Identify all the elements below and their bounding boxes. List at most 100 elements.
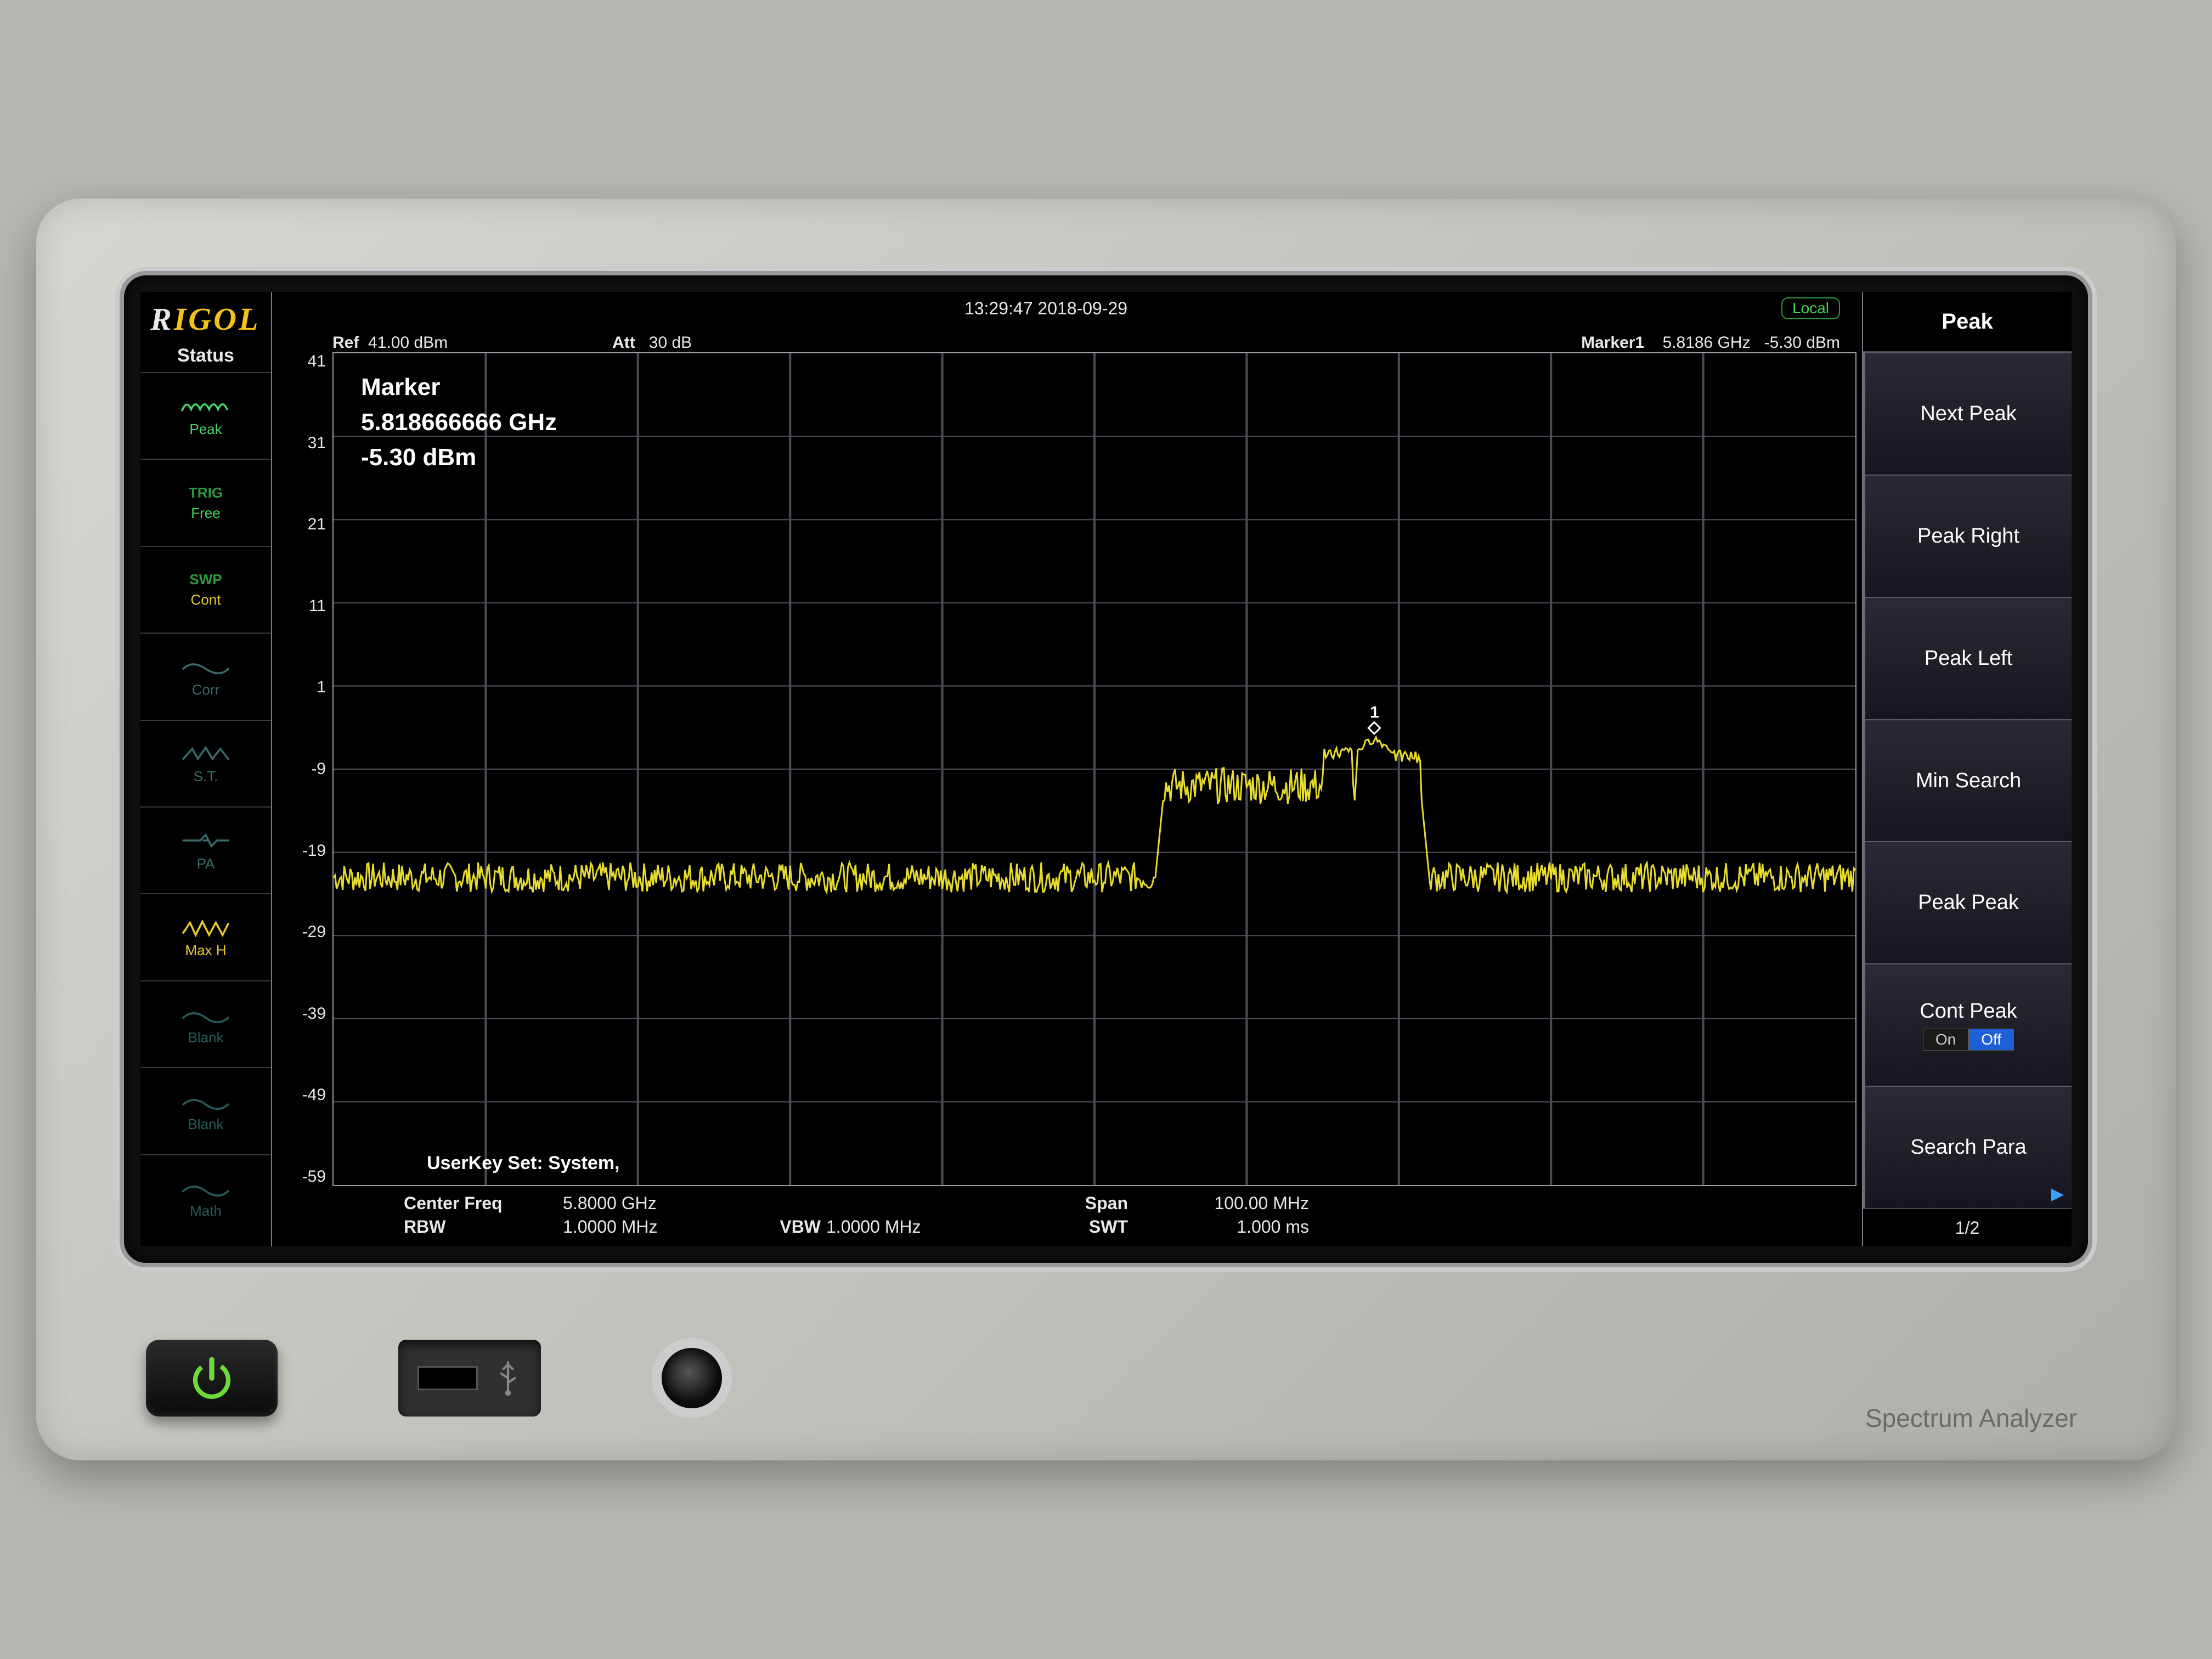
power-button[interactable] bbox=[146, 1340, 278, 1417]
toggle-on[interactable]: On bbox=[1923, 1029, 1968, 1051]
status-header: Status bbox=[140, 345, 271, 372]
status-label: Blank bbox=[188, 1116, 223, 1133]
status-item-s-t-[interactable]: S.T. bbox=[140, 720, 271, 806]
y-tick: -59 bbox=[302, 1167, 326, 1186]
status-label: Peak bbox=[189, 421, 222, 438]
menu-item-label: Peak Peak bbox=[1918, 891, 2019, 915]
usb-port[interactable] bbox=[398, 1340, 541, 1417]
menu-item-search-para[interactable]: Search Para ▶ bbox=[1863, 1086, 2072, 1208]
marker-box-amp: -5.30 dBm bbox=[361, 440, 557, 475]
marker1-label: Marker1 bbox=[1581, 334, 1644, 352]
device-frame: RIGOL Status Peak TRIG Free SWP Cont Corr S.… bbox=[36, 199, 2176, 1460]
local-badge[interactable]: Local bbox=[1781, 297, 1840, 319]
toggle-row: On Off bbox=[1923, 1029, 2014, 1051]
swt-value: 1.000 ms bbox=[1133, 1217, 1309, 1237]
trace-icon bbox=[181, 1176, 230, 1199]
y-tick: -49 bbox=[302, 1086, 326, 1104]
y-tick: -39 bbox=[302, 1005, 326, 1023]
menu-item-label: Search Para bbox=[1910, 1136, 2026, 1159]
span-label: Span bbox=[1018, 1193, 1128, 1214]
trace-icon bbox=[181, 916, 230, 939]
att-label: Att bbox=[612, 334, 635, 352]
marker-diamond: 1 bbox=[1369, 704, 1379, 733]
menu-item-label: Peak Left bbox=[1925, 647, 2013, 670]
trace-icon bbox=[181, 655, 230, 678]
y-tick: 21 bbox=[308, 515, 326, 534]
status-item-math[interactable]: Math bbox=[140, 1154, 271, 1241]
menu-title: Peak bbox=[1863, 292, 2072, 352]
y-tick: -19 bbox=[302, 842, 326, 860]
vbw-label: VBW bbox=[755, 1217, 821, 1237]
menu-item-label: Next Peak bbox=[1920, 402, 2016, 426]
ref-value: 41.00 dBm bbox=[368, 334, 448, 352]
trace-icon bbox=[181, 742, 230, 765]
y-tick: 11 bbox=[309, 597, 326, 616]
submenu-arrow-icon: ▶ bbox=[2051, 1184, 2064, 1204]
toggle-off[interactable]: Off bbox=[1968, 1029, 2014, 1051]
plot-wrap: 413121111-9-19-29-39-49-59 Marker 5.8186… bbox=[272, 352, 1862, 1186]
y-axis: 413121111-9-19-29-39-49-59 bbox=[278, 352, 332, 1186]
screen: RIGOL Status Peak TRIG Free SWP Cont Corr S.… bbox=[140, 292, 2072, 1246]
status-item-blank[interactable]: Blank bbox=[140, 1067, 271, 1154]
status-label: Corr bbox=[192, 681, 220, 698]
marker1-freq: 5.8186 GHz bbox=[1662, 334, 1750, 352]
menu-item-peak-left[interactable]: Peak Left bbox=[1863, 597, 2072, 719]
timestamp: 13:29:47 2018-09-29 bbox=[311, 298, 1781, 319]
y-tick: 1 bbox=[317, 678, 326, 697]
span-value: 100.00 MHz bbox=[1133, 1193, 1309, 1214]
menu-item-peak-right[interactable]: Peak Right bbox=[1863, 475, 2072, 597]
status-item-cont[interactable]: SWP Cont bbox=[140, 546, 271, 633]
aux-jack[interactable] bbox=[662, 1348, 722, 1408]
power-icon bbox=[187, 1353, 236, 1403]
rbw-value: 1.0000 MHz bbox=[563, 1217, 749, 1237]
brand-logo: RIGOL bbox=[140, 297, 271, 345]
trace-icon bbox=[181, 1090, 230, 1113]
device-type-label: Spectrum Analyzer bbox=[1865, 1403, 2077, 1433]
status-label: Cont bbox=[191, 591, 221, 608]
plot-canvas bbox=[334, 353, 1855, 1185]
status-label-top: TRIG bbox=[189, 484, 223, 501]
status-item-max-h[interactable]: Max H bbox=[140, 893, 271, 980]
y-tick: -9 bbox=[311, 760, 326, 778]
status-item-pa[interactable]: PA bbox=[140, 806, 271, 893]
status-label: Free bbox=[191, 505, 220, 522]
menu-page-indicator: 1/2 bbox=[1863, 1208, 2072, 1246]
status-item-free[interactable]: TRIG Free bbox=[140, 459, 271, 545]
menu-item-label: Peak Right bbox=[1917, 524, 2019, 548]
brand-text: IGOL bbox=[174, 301, 261, 337]
status-column: RIGOL Status Peak TRIG Free SWP Cont Corr S.… bbox=[140, 292, 272, 1246]
usb-icon bbox=[494, 1359, 522, 1397]
menu-item-min-search[interactable]: Min Search bbox=[1863, 719, 2072, 842]
trace-icon bbox=[181, 1003, 230, 1026]
trace-icon bbox=[181, 394, 230, 417]
menu-item-peak-peak[interactable]: Peak Peak bbox=[1863, 841, 2072, 963]
marker1-amp: -5.30 dBm bbox=[1764, 334, 1840, 352]
status-label: Blank bbox=[188, 1029, 223, 1046]
y-tick: 31 bbox=[308, 434, 326, 453]
vbw-value: 1.0000 MHz bbox=[826, 1217, 1013, 1237]
menu-item-label: Min Search bbox=[1916, 769, 2021, 793]
marker-info-box: Marker 5.818666666 GHz -5.30 dBm bbox=[361, 370, 557, 475]
att-value: 30 dB bbox=[649, 334, 692, 352]
ref-label: Ref bbox=[332, 334, 359, 352]
center-freq-value: 5.8000 GHz bbox=[563, 1193, 749, 1214]
status-label: Math bbox=[190, 1203, 222, 1220]
status-item-corr[interactable]: Corr bbox=[140, 633, 271, 719]
softkey-menu: Peak Next Peak Peak Right Peak Left Min Sea… bbox=[1863, 292, 2072, 1246]
marker-box-freq: 5.818666666 GHz bbox=[361, 405, 557, 440]
status-item-blank[interactable]: Blank bbox=[140, 980, 271, 1067]
menu-item-next-peak[interactable]: Next Peak bbox=[1863, 352, 2072, 475]
marker-box-title: Marker bbox=[361, 370, 557, 405]
y-tick: -29 bbox=[302, 923, 326, 941]
y-tick: 41 bbox=[308, 352, 326, 371]
status-item-peak[interactable]: Peak bbox=[140, 372, 271, 459]
bottom-info: Center Freq 5.8000 GHz Span 100.00 MHz R… bbox=[272, 1186, 1862, 1246]
screen-bezel: RIGOL Status Peak TRIG Free SWP Cont Corr S.… bbox=[124, 275, 2088, 1263]
center-freq-label: Center Freq bbox=[404, 1193, 557, 1214]
menu-item-cont-peak[interactable]: Cont Peak On Off bbox=[1863, 963, 2072, 1086]
status-label: S.T. bbox=[194, 768, 218, 785]
status-label: PA bbox=[197, 855, 215, 872]
status-label-top: SWP bbox=[189, 571, 222, 588]
usb-slot bbox=[417, 1366, 478, 1390]
spectrum-plot[interactable]: Marker 5.818666666 GHz -5.30 dBm UserKey… bbox=[332, 352, 1857, 1186]
